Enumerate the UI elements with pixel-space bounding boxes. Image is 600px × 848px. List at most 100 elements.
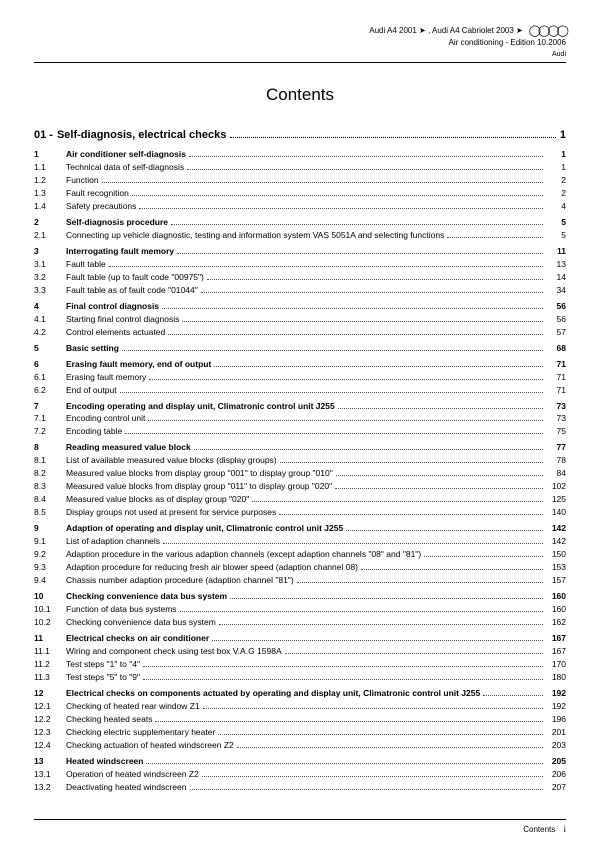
toc-number: 13.1 xyxy=(34,769,66,780)
toc-number: 9 xyxy=(34,523,66,534)
leader-dots xyxy=(336,475,543,476)
toc-label: Chassis number adaption procedure (adapt… xyxy=(66,575,294,586)
toc-label: Display groups not used at present for s… xyxy=(66,507,276,518)
toc-row: 7.2Encoding table75 xyxy=(34,426,566,437)
toc-label: Electrical checks on air conditioner xyxy=(66,633,209,644)
toc-row: 1.1Technical data of self-diagnosis1 xyxy=(34,162,566,173)
toc-row: 9.4Chassis number adaption procedure (ad… xyxy=(34,575,566,586)
toc-page: 56 xyxy=(546,301,566,312)
leader-dots xyxy=(297,582,543,583)
toc-row: 2Self-diagnosis procedure5 xyxy=(34,217,566,228)
toc-number: 1.3 xyxy=(34,188,66,199)
toc-label: Adaption procedure in the various adapti… xyxy=(66,549,421,560)
leader-dots xyxy=(203,708,543,709)
toc-label: Fault table xyxy=(66,259,106,270)
toc-label: Checking electric supplementary heater xyxy=(66,727,215,738)
toc-label: Reading measured value block xyxy=(66,442,191,453)
toc-row: 8.1List of available measured value bloc… xyxy=(34,455,566,466)
leader-dots xyxy=(163,543,543,544)
toc-page: 1 xyxy=(546,149,566,160)
toc-number: 7 xyxy=(34,401,66,412)
toc-row: 3.3Fault table as of fault code "01044"3… xyxy=(34,285,566,296)
toc-number: 8.5 xyxy=(34,507,66,518)
toc-page: 14 xyxy=(546,272,566,283)
toc-page: 34 xyxy=(546,285,566,296)
toc-page: 167 xyxy=(546,633,566,644)
leader-dots xyxy=(279,514,543,515)
toc-row: 10.1Function of data bus systems160 xyxy=(34,604,566,615)
toc-page: 102 xyxy=(546,481,566,492)
toc-row: 11.3Test steps "5" to "9"180 xyxy=(34,672,566,683)
leader-dots xyxy=(155,721,543,722)
toc-page: 71 xyxy=(546,359,566,370)
toc-page: 78 xyxy=(546,455,566,466)
toc-page: 11 xyxy=(546,246,566,257)
toc-page: 167 xyxy=(546,646,566,657)
toc-number: 7.2 xyxy=(34,426,66,437)
leader-dots xyxy=(125,433,543,434)
leader-dots xyxy=(361,569,543,570)
toc-label: Function xyxy=(66,175,99,186)
toc-row: 12.3Checking electric supplementary heat… xyxy=(34,727,566,738)
toc-row: 4.1Starting final control diagnosis56 xyxy=(34,314,566,325)
toc-row: 6Erasing fault memory, end of output 71 xyxy=(34,359,566,370)
leader-dots xyxy=(280,462,543,463)
leader-dots xyxy=(207,279,543,280)
leader-dots xyxy=(424,556,543,557)
toc-row: 3.1Fault table13 xyxy=(34,259,566,270)
toc-page: 4 xyxy=(546,201,566,212)
leader-dots xyxy=(149,379,543,380)
toc-page: 13 xyxy=(546,259,566,270)
toc-number: 10.2 xyxy=(34,617,66,628)
toc-label: Safety precautions xyxy=(66,201,136,212)
toc-number: 4.1 xyxy=(34,314,66,325)
toc-number: 3.2 xyxy=(34,272,66,283)
toc-row: 10Checking convenience data bus system16… xyxy=(34,591,566,602)
toc-row: 6.1Erasing fault memory71 xyxy=(34,372,566,383)
toc-label: Checking convenience data bus system xyxy=(66,617,216,628)
toc-label: Measured value blocks as of display grou… xyxy=(66,494,249,505)
toc-row: 7.1Encoding control unit73 xyxy=(34,413,566,424)
toc-number: 3.3 xyxy=(34,285,66,296)
leader-dots xyxy=(230,598,543,599)
toc-row: 4.2Control elements actuated57 xyxy=(34,327,566,338)
toc-page: 57 xyxy=(546,327,566,338)
toc-row: 8Reading measured value block77 xyxy=(34,442,566,453)
toc-page: 56 xyxy=(546,314,566,325)
leader-dots xyxy=(447,237,543,238)
toc-label: Electrical checks on components actuated… xyxy=(66,688,480,699)
toc-page: 153 xyxy=(546,562,566,573)
toc-row: 3Interrogating fault memory 11 xyxy=(34,246,566,257)
toc-label: Erasing fault memory, end of output xyxy=(66,359,211,370)
toc-number: 7.1 xyxy=(34,413,66,424)
header-divider xyxy=(34,62,566,63)
toc-row: 11.2Test steps "1" to "4"170 xyxy=(34,659,566,670)
toc-row: 1.2Function2 xyxy=(34,175,566,186)
toc-label: Heated windscreen xyxy=(66,756,143,767)
toc-number: 3 xyxy=(34,246,66,257)
toc-number: 10.1 xyxy=(34,604,66,615)
toc-number: 12.2 xyxy=(34,714,66,725)
toc-page: 201 xyxy=(546,727,566,738)
toc-number: 12 xyxy=(34,688,66,699)
toc-number: 6.2 xyxy=(34,385,66,396)
leader-dots xyxy=(168,334,543,335)
leader-dots xyxy=(177,253,543,254)
leader-dots xyxy=(146,763,543,764)
toc-page: 157 xyxy=(546,575,566,586)
toc-number: 12.4 xyxy=(34,740,66,751)
toc-number: 6 xyxy=(34,359,66,370)
toc-row: 1.3Fault recognition2 xyxy=(34,188,566,199)
toc-label: Checking heated seats xyxy=(66,714,152,725)
leader-dots xyxy=(122,350,543,351)
leader-dots xyxy=(171,224,543,225)
toc-page: 2 xyxy=(546,188,566,199)
toc-number: 11.2 xyxy=(34,659,66,670)
toc-number: 13.2 xyxy=(34,782,66,793)
toc-row: 7Encoding operating and display unit, Cl… xyxy=(34,401,566,412)
toc-number: 10 xyxy=(34,591,66,602)
chapter-number: 01 - xyxy=(34,129,53,141)
leader-dots xyxy=(214,366,543,367)
toc-row: 1Air conditioner self-diagnosis1 xyxy=(34,149,566,160)
toc-label: Interrogating fault memory xyxy=(66,246,174,257)
